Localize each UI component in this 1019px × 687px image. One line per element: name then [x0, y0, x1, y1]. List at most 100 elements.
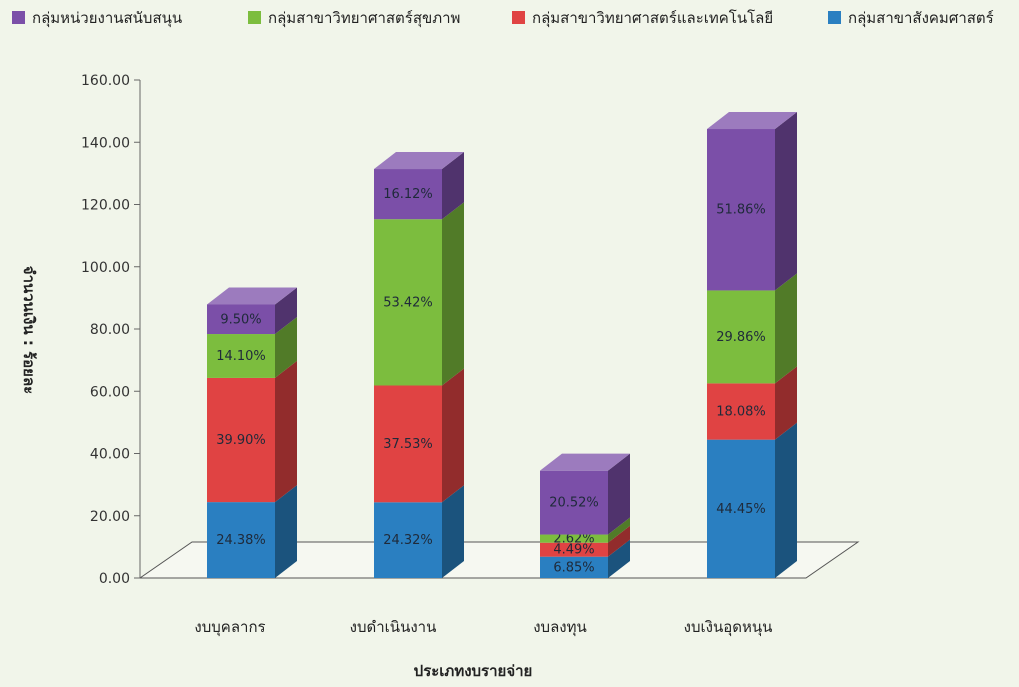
- category-label: งบบุคลากร: [194, 618, 265, 637]
- legend-label: กลุ่มสาขาวิทยาศาสตร์และเทคโนโลยี: [532, 9, 773, 28]
- category-label: งบเงินอุดหนุน: [684, 618, 773, 637]
- bar-segment: 44.45%: [707, 422, 797, 578]
- bar-segment: 9.50%: [207, 287, 297, 335]
- y-tick-label: 100.00: [81, 260, 130, 276]
- data-label: 2.62%: [553, 532, 594, 547]
- bar-segment: 16.12%: [374, 152, 464, 220]
- x-axis-title: ประเภทงบรายจ่าย: [414, 662, 533, 680]
- y-tick-label: 60.00: [90, 384, 130, 400]
- bar-front: [374, 385, 442, 503]
- bar-side: [775, 422, 797, 578]
- bar-front: [540, 556, 608, 578]
- data-label: 24.38%: [216, 533, 266, 548]
- bar-segment: 37.53%: [374, 368, 464, 503]
- bar-segment: 6.85%: [540, 539, 630, 578]
- bar-side: [442, 152, 464, 220]
- data-label: 20.52%: [549, 496, 599, 511]
- bar-segment: 24.32%: [374, 485, 464, 578]
- bar-front: [374, 169, 442, 220]
- bar-front: [540, 542, 608, 557]
- bar-segment: 24.38%: [207, 485, 297, 578]
- bar-side: [608, 517, 630, 543]
- data-label: 9.50%: [220, 312, 261, 327]
- bar-top: [207, 287, 297, 305]
- bar-side: [608, 525, 630, 557]
- bar-segment: 4.49%: [540, 525, 630, 558]
- legend-item: กลุ่มหน่วยงานสนับสนุน: [12, 9, 182, 28]
- bar-front: [707, 439, 775, 578]
- legend-item: กลุ่มสาขาวิทยาศาสตร์และเทคโนโลยี: [512, 9, 773, 28]
- bar-side: [275, 360, 297, 503]
- bar-top: [707, 112, 797, 130]
- bar-side: [275, 287, 297, 335]
- bar-side: [775, 273, 797, 384]
- bar-segment: 53.42%: [374, 202, 464, 386]
- bar-segment: 39.90%: [207, 360, 297, 503]
- bar-side: [442, 485, 464, 578]
- legend-item: กลุ่มสาขาสังคมศาสตร์: [828, 9, 994, 28]
- legend-swatch: [828, 11, 841, 24]
- legend-label: กลุ่มสาขาสังคมศาสตร์: [848, 9, 994, 28]
- data-label: 24.32%: [383, 533, 433, 548]
- y-tick-label: 140.00: [81, 135, 130, 151]
- legend-swatch: [12, 11, 25, 24]
- y-tick-label: 0.00: [99, 571, 130, 587]
- data-label: 29.86%: [716, 330, 766, 345]
- legend-label: กลุ่มหน่วยงานสนับสนุน: [32, 9, 182, 28]
- bar-front: [374, 219, 442, 386]
- bar-side: [775, 366, 797, 440]
- legend: กลุ่มหน่วยงานสนับสนุน กลุ่มสาขาวิทยาศาสตร…: [12, 9, 994, 28]
- bar-front: [540, 470, 608, 535]
- bars: 24.38% 39.90% 14.10% 9.50% 24.32% 37.53% 53.42…: [207, 112, 797, 578]
- bar-side: [775, 112, 797, 291]
- data-label: 37.53%: [383, 437, 433, 452]
- bar-top: [374, 152, 464, 170]
- bar-top: [540, 453, 630, 471]
- y-tick-label: 160.00: [81, 73, 130, 89]
- data-label: 16.12%: [383, 187, 433, 202]
- bar-stack: 24.32% 37.53% 53.42% 16.12%: [374, 152, 464, 578]
- bar-stack: 24.38% 39.90% 14.10% 9.50%: [207, 287, 297, 578]
- bar-front: [707, 290, 775, 384]
- y-tick-label: 80.00: [90, 322, 130, 338]
- y-tick-label: 40.00: [90, 447, 130, 463]
- bar-segment: 14.10%: [207, 317, 297, 378]
- bar-segment: 51.86%: [707, 112, 797, 291]
- legend-swatch: [248, 11, 261, 24]
- bar-segment: 29.86%: [707, 273, 797, 384]
- bar-front: [707, 129, 775, 291]
- bar-segment: 2.62%: [540, 517, 630, 547]
- bar-front: [707, 383, 775, 440]
- bar-front: [207, 502, 275, 578]
- data-label: 18.08%: [716, 405, 766, 420]
- bar-side: [275, 317, 297, 378]
- bar-side: [442, 368, 464, 503]
- data-label: 44.45%: [716, 502, 766, 517]
- data-label: 4.49%: [553, 543, 594, 558]
- legend-label: กลุ่มสาขาวิทยาศาสตร์สุขภาพ: [268, 9, 460, 28]
- data-label: 51.86%: [716, 203, 766, 218]
- bar-front: [207, 377, 275, 503]
- bar-front: [540, 534, 608, 543]
- bar-segment: 18.08%: [707, 366, 797, 440]
- bar-side: [442, 202, 464, 386]
- data-label: 14.10%: [216, 349, 266, 364]
- x-axis: งบบุคลากร งบดำเนินงาน งบลงทุน งบเงินอุดหนุน: [194, 618, 772, 637]
- bar-side: [608, 453, 630, 535]
- data-label: 53.42%: [383, 295, 433, 310]
- data-label: 39.90%: [216, 433, 266, 448]
- y-tick-label: 20.00: [90, 509, 130, 525]
- bar-segment: 20.52%: [540, 453, 630, 535]
- category-label: งบลงทุน: [533, 618, 587, 637]
- bar-side: [275, 485, 297, 578]
- y-tick-label: 120.00: [81, 198, 130, 214]
- bar-front: [207, 304, 275, 335]
- y-axis: 0.00 20.00 40.00 60.00 80.00 100.00 120.00 140.…: [81, 73, 141, 587]
- legend-swatch: [512, 11, 525, 24]
- bar-side: [608, 539, 630, 578]
- bar-stack: 6.85% 4.49%2.62% 20.52%: [540, 453, 630, 578]
- data-label: 6.85%: [553, 560, 594, 575]
- bar-front: [207, 334, 275, 378]
- bar-stack: 44.45% 18.08% 29.86% 51.86%: [707, 112, 797, 578]
